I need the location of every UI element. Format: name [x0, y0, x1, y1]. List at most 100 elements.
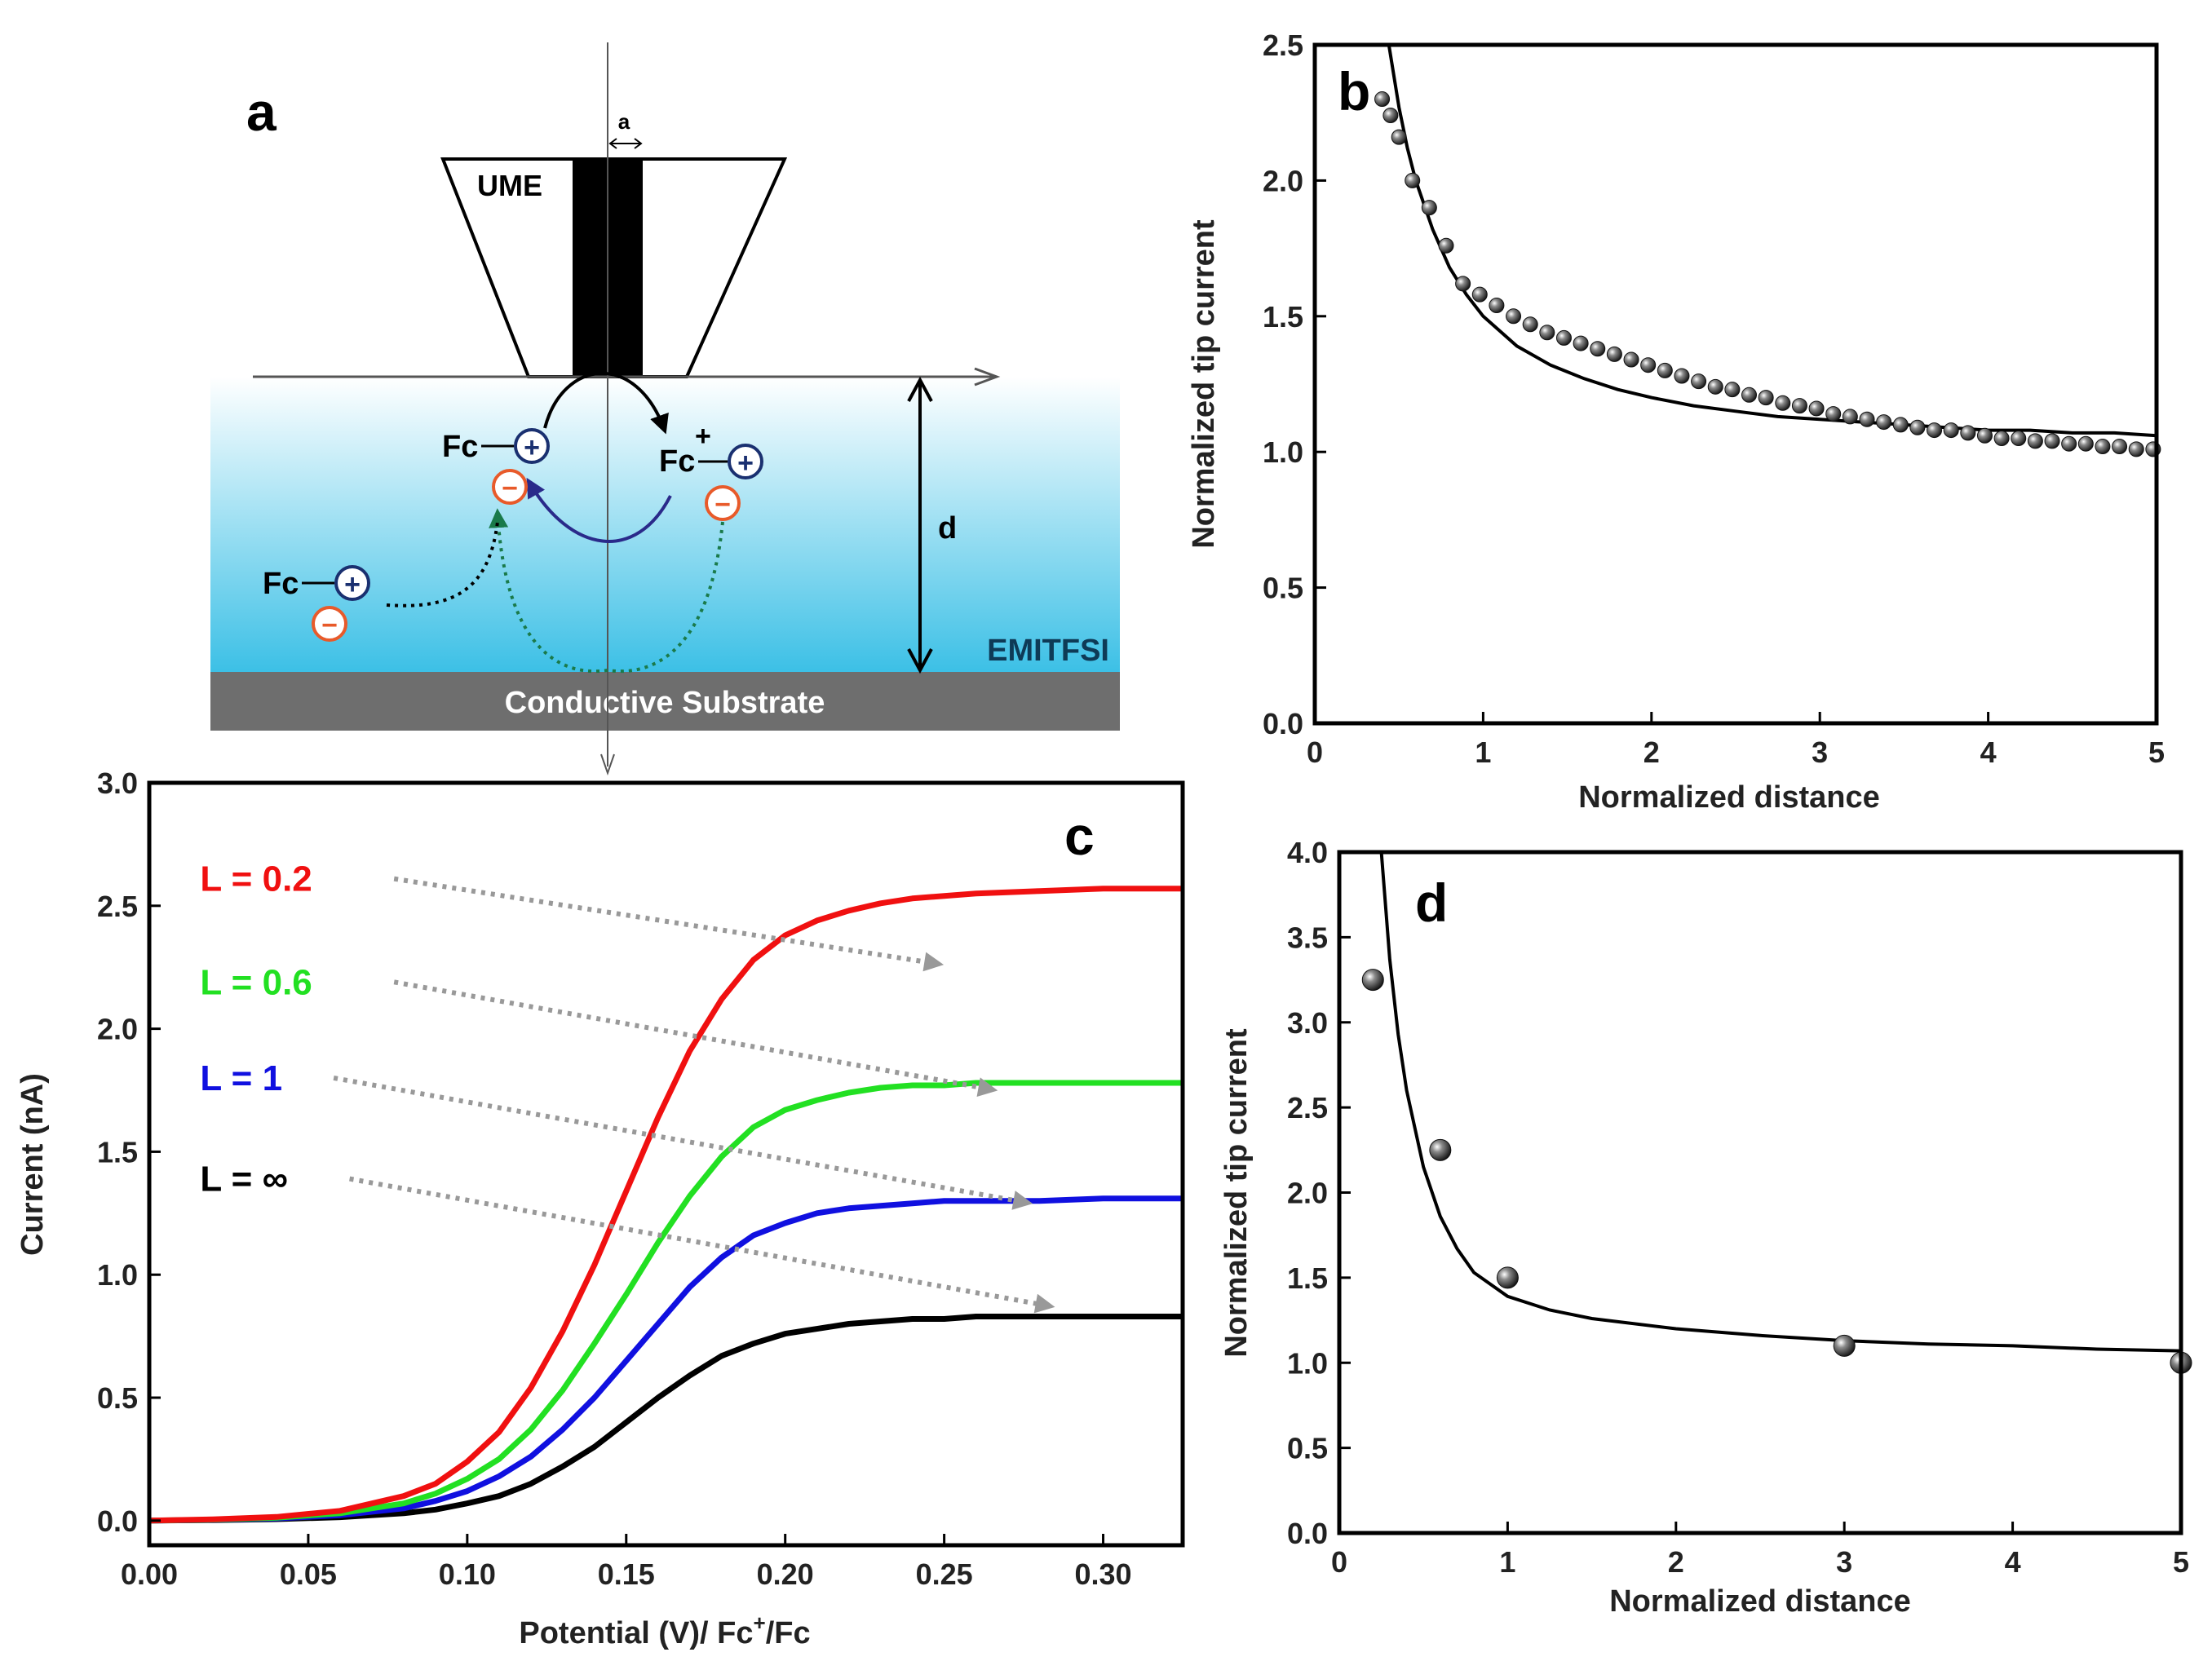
- panel-b-data-point: [1791, 398, 1807, 414]
- panel-b-data-point: [1909, 419, 1926, 435]
- panel-b-data-point: [1691, 373, 1707, 390]
- panel-b-xtick-label: 4: [1980, 736, 1997, 769]
- panel-b-data-point: [1808, 400, 1825, 417]
- svg-text:Fc: Fc: [442, 430, 478, 464]
- surface-axis-arrow: [974, 367, 1001, 387]
- panel-c-ytick-label: 1.5: [97, 1135, 138, 1169]
- panel-c-chart: 0.00 0.05 0.10 0.15 0.20 0.25 0.30 0.0 0.5 1.0 1.5…: [15, 767, 1185, 1650]
- panel-b-ytick-label: 0.5: [1263, 572, 1303, 605]
- panel-b-data-point: [1943, 422, 1959, 439]
- panel-d-ytick-label: 3.0: [1287, 1006, 1328, 1040]
- panel-b-data-point: [1927, 422, 1943, 439]
- panel-c-ytick-label: 0.5: [97, 1381, 138, 1415]
- oxidation-arrow: [543, 371, 669, 435]
- panel-b-data-point: [1707, 378, 1723, 395]
- panel-d-xtick-label: 2: [1668, 1545, 1684, 1579]
- panel-b-data-point: [1438, 237, 1454, 254]
- panel-b-data-point: [2077, 435, 2094, 452]
- panel-b-data-point: [2095, 439, 2111, 455]
- panel-b-data-point: [1758, 390, 1774, 406]
- panel-b-data-point: [1674, 368, 1690, 384]
- panel-b-ytick-label: 1.5: [1263, 300, 1303, 334]
- panel-b-data-point: [1741, 387, 1758, 403]
- panel-d-ytick-label: 0.0: [1287, 1517, 1328, 1550]
- panel-d-xtick-label: 5: [2173, 1545, 2189, 1579]
- panel-c-series-label: L = ∞: [200, 1160, 288, 1199]
- panel-c-xtick-label: 0.15: [598, 1557, 655, 1591]
- cation-icon: [514, 428, 550, 464]
- panel-c-xtick-label: 0.25: [916, 1557, 973, 1591]
- svg-text:+: +: [524, 432, 540, 463]
- panel-d-label: d: [1415, 873, 1448, 933]
- panel-d-xtick-label: 1: [1499, 1545, 1515, 1579]
- svg-text:Fc: Fc: [659, 444, 695, 479]
- panel-b-data-point: [1993, 431, 2010, 447]
- panel-d-data-point: [1361, 969, 1384, 992]
- panel-c-xtick-label: 0.20: [757, 1557, 814, 1591]
- panel-b-data-point: [1876, 414, 1892, 431]
- panel-c-xtick-label: 0.10: [439, 1557, 496, 1591]
- panel-c-series-line: [148, 886, 1183, 1524]
- panel-b-data-point: [1374, 91, 1391, 108]
- ume-label: UME: [477, 169, 542, 202]
- panel-c-label: c: [1064, 806, 1095, 866]
- panel-b-data-point: [1842, 409, 1858, 425]
- panel-c-ytick-label: 3.0: [97, 767, 138, 800]
- panel-b-xtick-label: 0: [1307, 736, 1323, 769]
- panel-b-data-point: [2027, 433, 2043, 449]
- panel-b-data-point: [1590, 341, 1606, 357]
- panel-c-series-line: [148, 1314, 1183, 1524]
- panel-b-xtick-label: 2: [1644, 736, 1660, 769]
- panel-c-series-line: [148, 1080, 1183, 1524]
- panel-b-data-point: [2112, 439, 2128, 455]
- panel-d-frame: [1337, 850, 2183, 1535]
- panel-b-data-point: [1506, 308, 1522, 325]
- panel-d-ylabel: Normalized tip current: [1219, 1028, 1254, 1358]
- panel-b-data-point: [2128, 441, 2144, 457]
- panel-d-xtick-label: 0: [1331, 1545, 1347, 1579]
- panel-b-data-point: [1522, 316, 1538, 333]
- panel-b-data-point: [1421, 200, 1437, 216]
- panel-d-chart: 0 1 2 3 4 5 0.0 0.5 1.0 1.5 2.0 2.5 3.0 3.5 4.0 Normal…: [1219, 836, 2192, 1619]
- panel-c-xlabel: Potential (V)/ Fc+/Fc: [519, 1610, 810, 1650]
- tip-axis-arrow: [600, 753, 615, 776]
- ion-pair-bulk: Fc + −: [263, 565, 370, 642]
- diffusion-arrow: [386, 521, 499, 607]
- substrate-label: Conductive Substrate: [505, 686, 825, 720]
- panel-b-data-point: [1405, 172, 1421, 188]
- anion-icon: [492, 469, 528, 505]
- panel-c-annotations: L = 0.2 L = 0.6 L = 1 L = ∞: [200, 859, 1055, 1314]
- panel-c-ytick-label: 2.0: [97, 1013, 138, 1046]
- liquid-label: EMITFSI: [987, 634, 1109, 668]
- panel-d-data-point: [1496, 1266, 1519, 1289]
- panel-b-label: b: [1338, 61, 1370, 121]
- panel-c-xtick-label: 0.00: [121, 1557, 178, 1591]
- panel-b-theory-line: [1387, 44, 2157, 438]
- svg-text:−: −: [321, 610, 338, 641]
- anion-icon: [312, 606, 347, 642]
- panel-c-series-label: L = 0.2: [200, 859, 312, 899]
- panel-a-schematic: Conductive Substrate EMITFSI UME a d Fc …: [210, 42, 1120, 776]
- panel-c-pointer-arrow: [393, 979, 998, 1097]
- panel-d-xtick-label: 4: [2005, 1545, 2021, 1579]
- panel-b-data-point: [1489, 297, 1505, 313]
- panel-c-series-line: [148, 1195, 1183, 1524]
- panel-b-marks: [1374, 44, 2161, 457]
- panel-d-ytick-label: 2.0: [1287, 1177, 1328, 1210]
- panel-b-data-point: [1382, 108, 1399, 124]
- panel-c-xtick-label: 0.05: [280, 1557, 337, 1591]
- panel-b-data-point: [1606, 346, 1622, 362]
- panel-b-xtick-label: 3: [1812, 736, 1828, 769]
- panel-b-chart: 0 1 2 3 4 5 0.0 0.5 1.0 1.5 2.0 2.5 Normalized dist…: [1187, 29, 2165, 815]
- panel-b-data-point: [2011, 431, 2027, 447]
- panel-b-xtick-label: 1: [1475, 736, 1491, 769]
- panel-c-ylabel: Current (nA): [15, 1073, 50, 1256]
- panel-b-data-point: [1960, 425, 1976, 441]
- panel-d-xtick-label: 3: [1836, 1545, 1852, 1579]
- gap-label: d: [938, 511, 957, 546]
- ion-pair-left: Fc + −: [442, 428, 550, 505]
- panel-b-data-point: [1573, 335, 1589, 351]
- svg-text:+: +: [737, 448, 754, 479]
- panel-b-frame: [1312, 42, 2159, 726]
- panel-c-marks: [148, 886, 1183, 1524]
